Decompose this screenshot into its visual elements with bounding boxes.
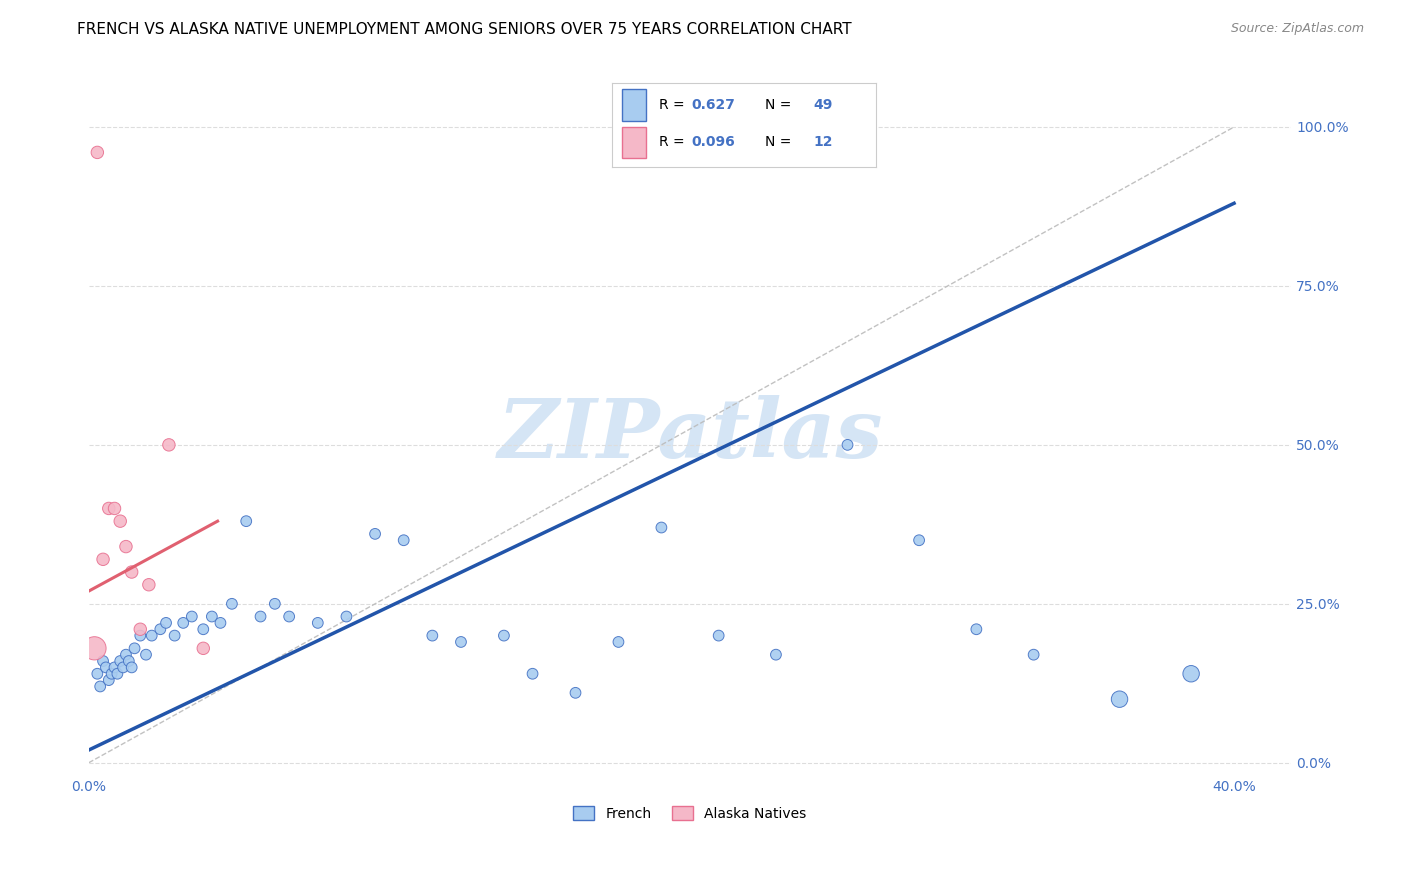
Point (86, 145, 108, 160)
Point (97, 673, 120, 687)
Point (115, 540, 138, 554)
Point (112, 660, 135, 674)
Point (89, 680, 111, 694)
Point (141, 629, 163, 643)
Point (91, 552, 114, 566)
Point (121, 660, 143, 674)
Point (149, 622, 172, 636)
Point (103, 501, 125, 516)
Point (278, 609, 301, 624)
Point (221, 597, 243, 611)
Point (650, 520, 672, 534)
Point (97, 501, 120, 516)
Point (837, 438, 859, 452)
Point (110, 654, 132, 668)
Point (155, 615, 177, 630)
Point (450, 635, 472, 649)
Point (129, 629, 152, 643)
Point (522, 666, 544, 681)
Point (420, 629, 443, 643)
Point (193, 622, 215, 636)
Point (180, 609, 202, 624)
Point (118, 654, 141, 668)
Point (201, 609, 224, 624)
Point (1180, 666, 1202, 681)
Point (157, 438, 180, 452)
Text: FRENCH VS ALASKA NATIVE UNEMPLOYMENT AMONG SENIORS OVER 75 YEARS CORRELATION CHA: FRENCH VS ALASKA NATIVE UNEMPLOYMENT AMO… (77, 22, 852, 37)
Point (110, 514, 132, 528)
Point (138, 578, 160, 592)
Point (392, 533, 415, 548)
Point (103, 660, 125, 674)
Point (765, 648, 787, 662)
Point (86, 666, 108, 681)
Point (1108, 692, 1130, 706)
Point (707, 629, 730, 643)
Text: ZIPatlas: ZIPatlas (498, 395, 883, 475)
Point (115, 648, 138, 662)
Point (364, 527, 387, 541)
Point (129, 622, 152, 636)
Point (607, 635, 630, 649)
Legend: French, Alaska Natives: French, Alaska Natives (568, 801, 813, 827)
Point (335, 609, 357, 624)
Point (263, 597, 285, 611)
Point (105, 666, 128, 681)
Point (83, 641, 105, 656)
Point (209, 615, 232, 630)
Point (100, 666, 122, 681)
Point (91, 654, 114, 668)
Point (193, 641, 215, 656)
Text: Source: ZipAtlas.com: Source: ZipAtlas.com (1230, 22, 1364, 36)
Point (235, 514, 257, 528)
Point (307, 615, 329, 630)
Point (564, 686, 586, 700)
Point (94, 660, 117, 674)
Point (249, 609, 271, 624)
Point (908, 533, 931, 548)
Point (135, 648, 157, 662)
Point (121, 565, 143, 579)
Point (965, 622, 987, 636)
Point (492, 629, 515, 643)
Point (124, 641, 146, 656)
Point (1022, 648, 1045, 662)
Point (172, 615, 194, 630)
Point (163, 629, 186, 643)
